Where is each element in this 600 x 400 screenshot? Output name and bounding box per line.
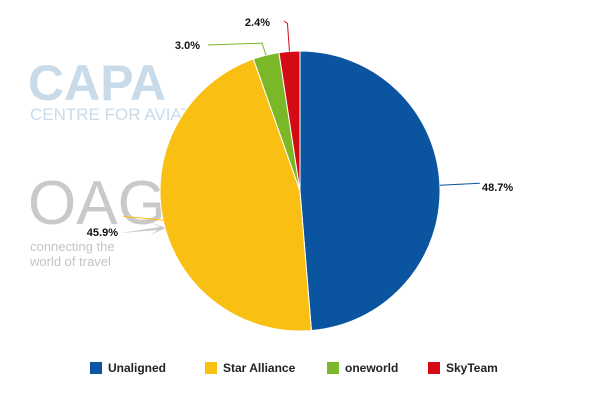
legend-label-oneworld: oneworld (345, 361, 398, 375)
pie-slice-unaligned (299, 50, 441, 332)
pie (159, 50, 441, 332)
data-label-star-alliance: 45.9% (87, 227, 118, 239)
oag-logo-tagline-1: connecting the (30, 239, 115, 254)
pie-slice-star-alliance (159, 58, 312, 332)
oag-logo-text: OAG (28, 169, 166, 238)
data-label-skyteam: 2.4% (245, 17, 270, 29)
legend-swatch-unaligned (90, 362, 102, 374)
leader-line-star-alliance (123, 215, 164, 221)
oag-logo-tagline-2: world of travel (29, 254, 111, 269)
legend-label-skyteam: SkyTeam (446, 361, 498, 375)
legend-swatch-skyteam (428, 362, 440, 374)
capa-logo-text: CAPA (28, 55, 166, 111)
capa-logo-subtext: CENTRE FOR AVIATION (30, 105, 221, 124)
legend-swatch-oneworld (327, 362, 339, 374)
data-label-oneworld: 3.0% (175, 40, 200, 52)
data-label-unaligned: 48.7% (482, 182, 513, 194)
legend-label-unaligned: Unaligned (108, 361, 166, 375)
leader-line-unaligned (439, 182, 480, 186)
plane-icon (120, 222, 166, 235)
leader-lines (123, 20, 480, 221)
legend: Unaligned Star Alliance oneworld SkyTeam (90, 361, 498, 375)
data-labels: 48.7% 45.9% 3.0% 2.4% (87, 17, 514, 239)
legend-label-star-alliance: Star Alliance (223, 361, 296, 375)
legend-swatch-star-alliance (205, 362, 217, 374)
watermark-group: CAPA CENTRE FOR AVIATION OAG connecting … (28, 55, 221, 269)
leader-line-skyteam (283, 20, 290, 52)
leader-line-oneworld (207, 42, 267, 56)
